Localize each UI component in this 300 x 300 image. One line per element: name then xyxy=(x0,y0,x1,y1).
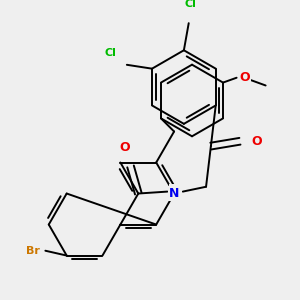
Text: Cl: Cl xyxy=(185,0,197,9)
Text: Cl: Cl xyxy=(104,48,116,58)
Text: O: O xyxy=(251,135,262,148)
Text: O: O xyxy=(239,71,250,84)
Text: Br: Br xyxy=(26,246,40,256)
Text: O: O xyxy=(170,185,180,198)
Text: O: O xyxy=(119,141,130,154)
Text: N: N xyxy=(169,187,179,200)
